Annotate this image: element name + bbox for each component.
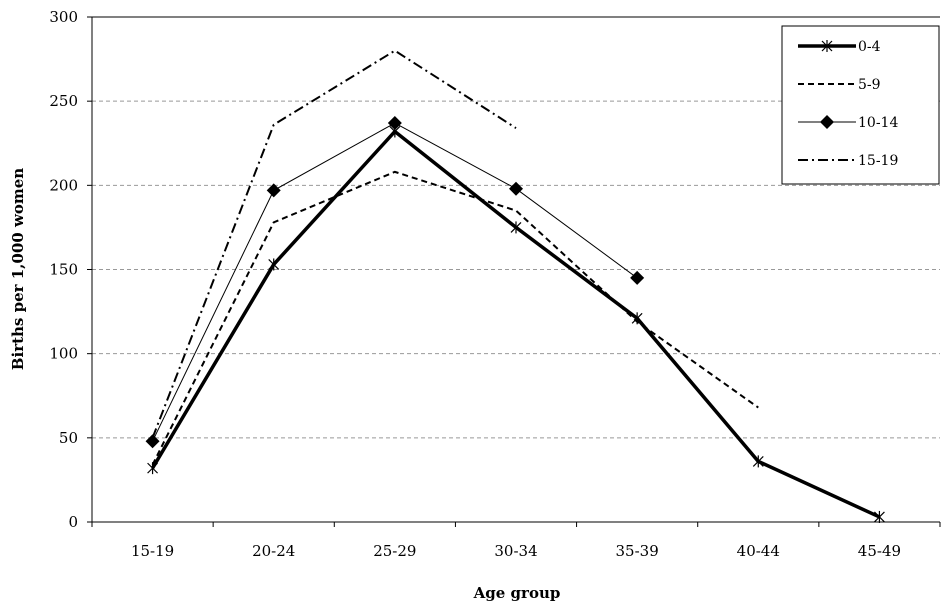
series-line-5-9 xyxy=(151,170,759,466)
x-tick-label: 20-24 xyxy=(252,542,295,560)
legend-label: 0-4 xyxy=(858,39,881,55)
y-axis-label: Births per 1,000 women xyxy=(9,168,27,370)
point-10-14-0 xyxy=(145,434,160,449)
point-0-4-0 xyxy=(147,462,158,475)
point-10-14-1 xyxy=(266,183,281,198)
point-0-4-1 xyxy=(268,258,280,271)
x-tick-label: 35-39 xyxy=(616,542,659,560)
point-0-4-5 xyxy=(752,455,764,468)
x-tick-label: 25-29 xyxy=(373,542,416,560)
y-tick-label: 300 xyxy=(49,8,78,26)
legend-marker-10-14 xyxy=(820,115,834,129)
x-tick-labels: 15-19 20-24 25-29 30-34 35-39 40-44 45-49 xyxy=(131,542,901,560)
y-tick-label: 250 xyxy=(49,92,78,110)
point-0-4-4 xyxy=(631,312,643,325)
y-tick-label: 100 xyxy=(49,345,78,363)
point-0-4-3 xyxy=(510,221,522,234)
point-10-14-2 xyxy=(387,116,402,131)
x-tick-label: 40-44 xyxy=(737,542,780,560)
series-lines xyxy=(145,49,885,523)
x-tick-label: 45-49 xyxy=(858,542,901,560)
y-tick-label: 50 xyxy=(59,429,78,447)
series-line-15-19 xyxy=(151,49,517,439)
y-tick-label: 0 xyxy=(68,513,78,531)
point-0-4-6 xyxy=(874,510,885,523)
y-tick-label: 200 xyxy=(49,176,78,194)
axes xyxy=(87,16,941,527)
legend-label: 10-14 xyxy=(858,115,898,131)
x-axis-label: Age group xyxy=(473,584,561,602)
y-tick-label: 150 xyxy=(49,261,78,279)
x-tick-label: 30-34 xyxy=(494,542,537,560)
x-tick-label: 15-19 xyxy=(131,542,174,560)
legend-marker-0-4 xyxy=(821,40,833,52)
legend-box xyxy=(781,25,940,185)
legend-label: 5-9 xyxy=(858,77,881,93)
point-10-14-3 xyxy=(509,181,523,196)
point-10-14-4 xyxy=(630,270,645,285)
series-line-10-14 xyxy=(152,122,638,442)
legend-label: 15-19 xyxy=(858,153,898,169)
y-tick-labels: 0 50 100 150 200 250 300 xyxy=(49,8,78,531)
legend: 0-4 5-9 10-14 15-19 xyxy=(781,25,940,185)
point-0-4-2 xyxy=(389,125,401,138)
